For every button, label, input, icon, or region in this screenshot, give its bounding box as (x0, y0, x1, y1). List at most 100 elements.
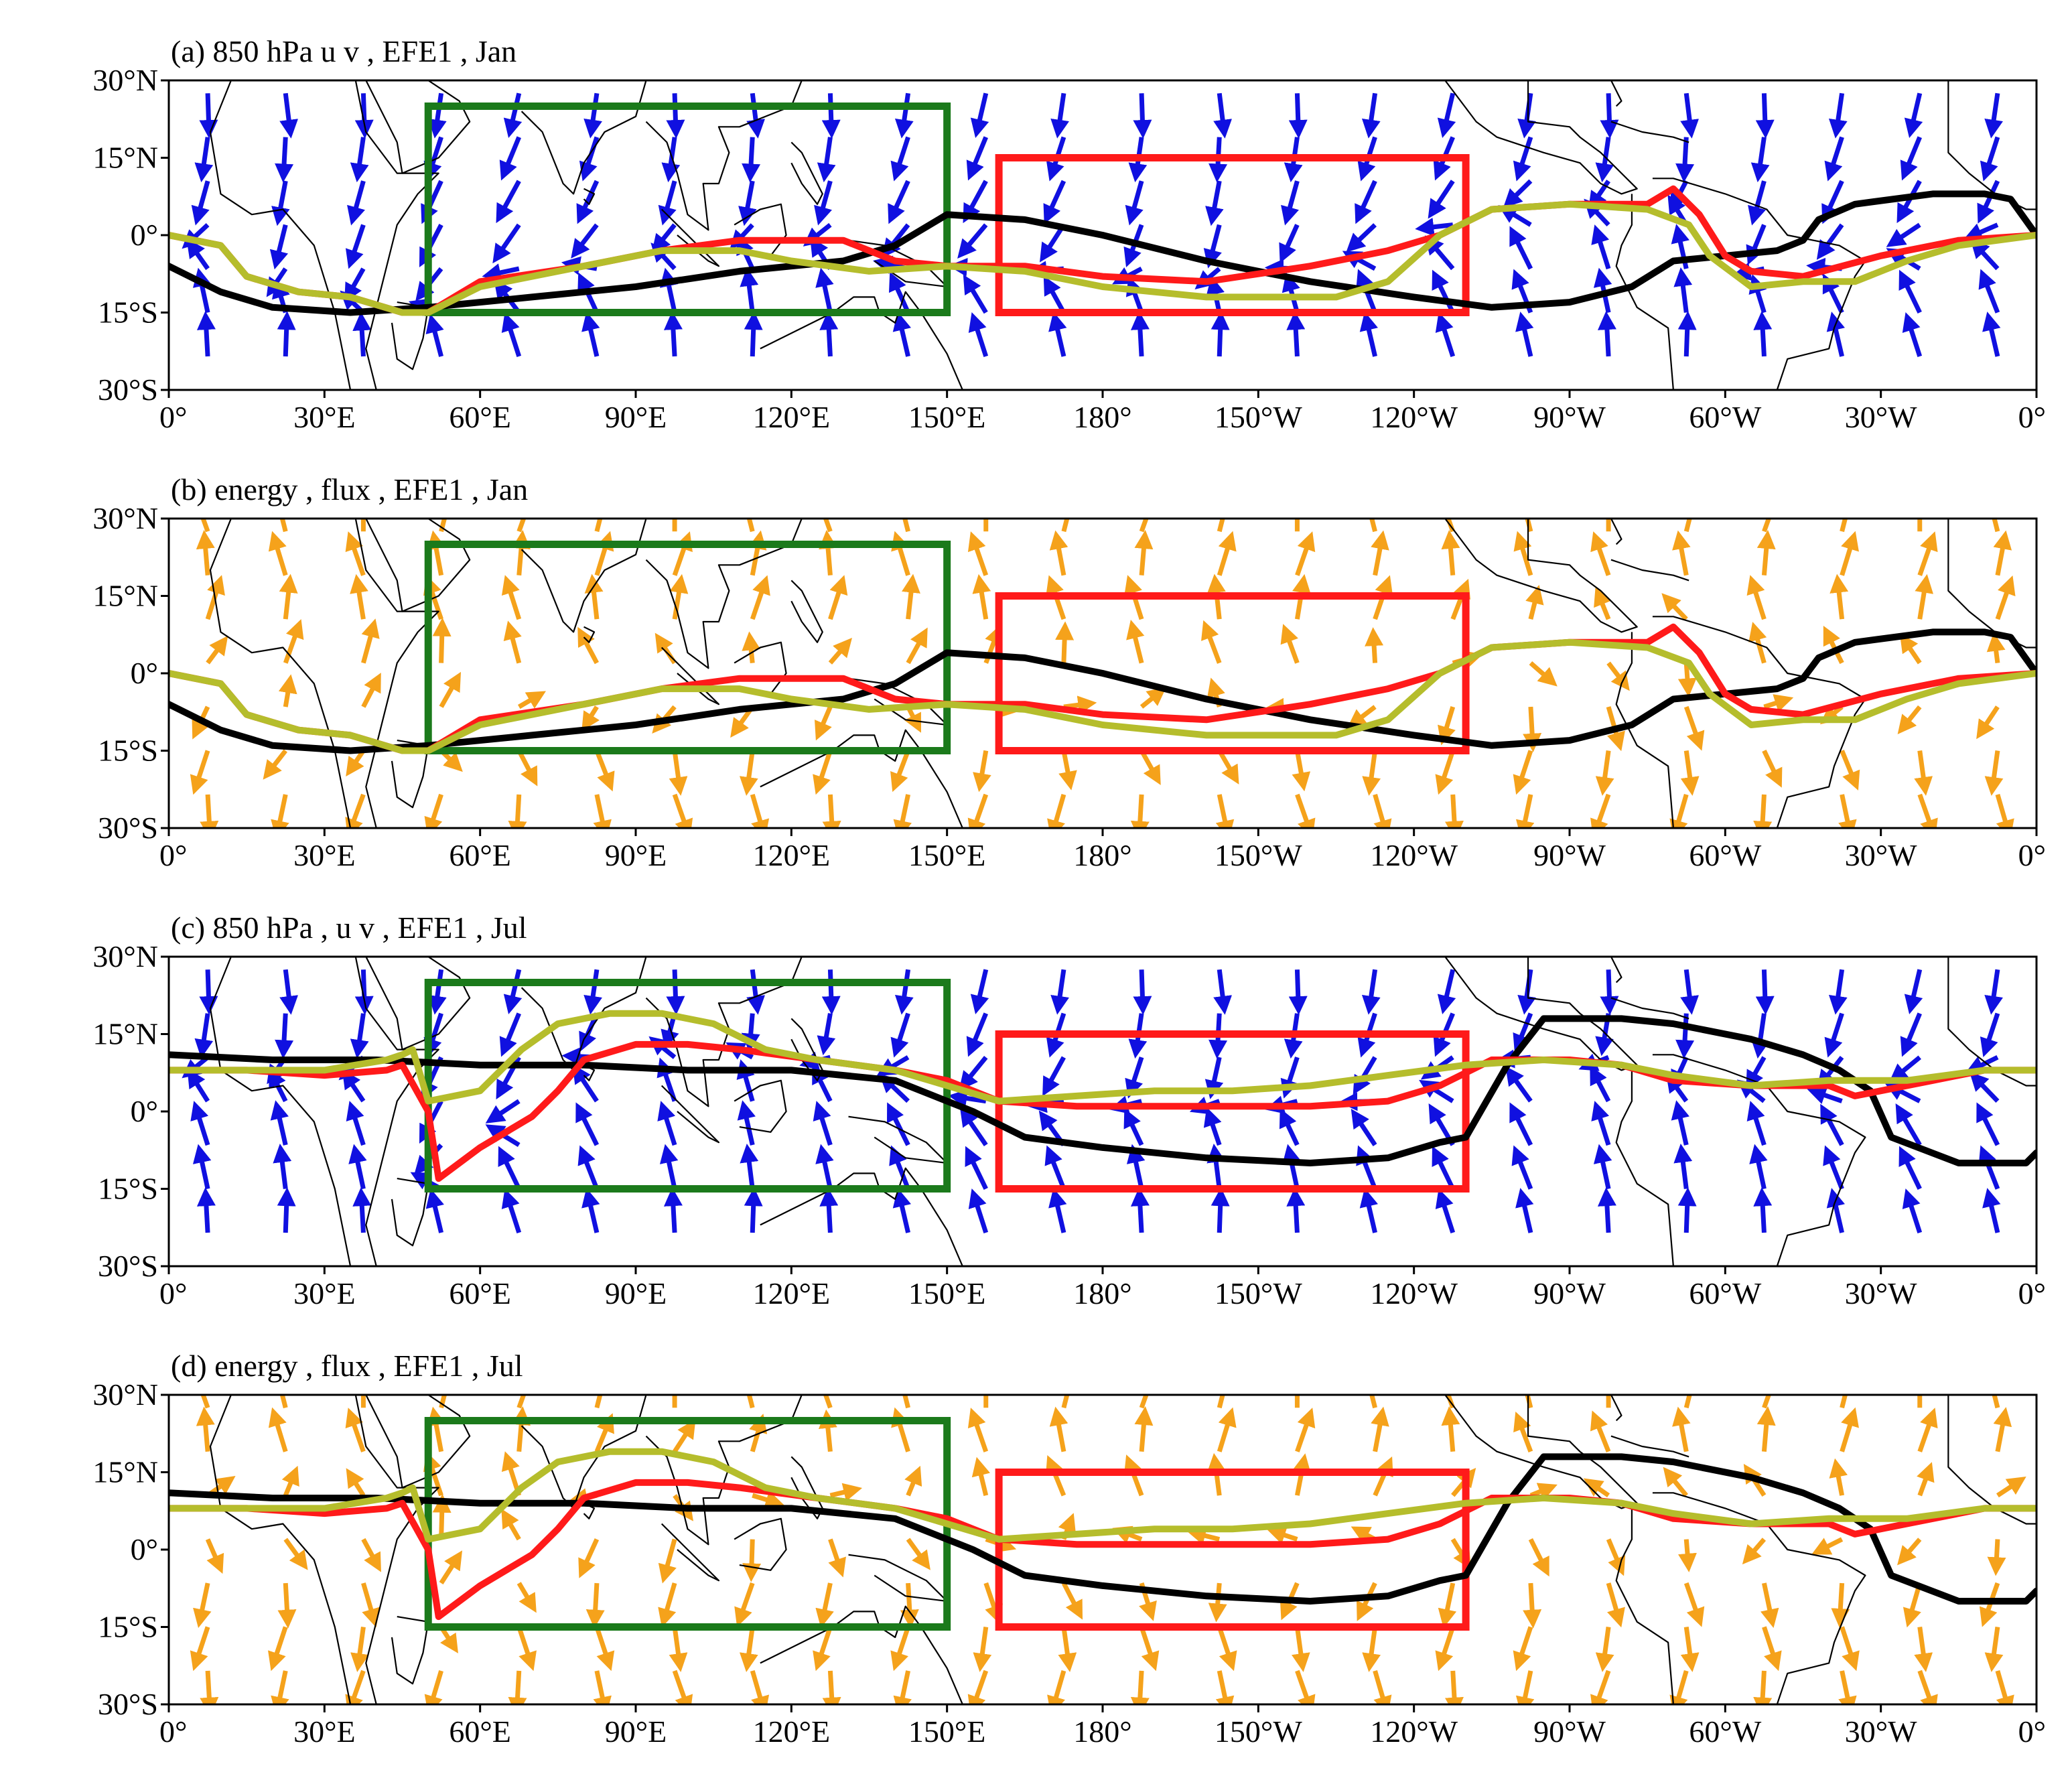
vector-arrow (345, 1408, 366, 1452)
y-tick-label: 15°S (98, 1610, 158, 1644)
vector-arrow (1753, 311, 1773, 357)
vector-arrow (1995, 1670, 2014, 1704)
vector-arrow (1055, 621, 1075, 663)
vector-arrow (1204, 1057, 1224, 1099)
vector-arrow (1600, 969, 1619, 1016)
vector-arrow (1061, 1582, 1083, 1620)
vector-arrow (1123, 1108, 1144, 1146)
vector-arrow (822, 794, 841, 828)
vector-arrow (1675, 137, 1695, 183)
vector-arrow (1593, 1144, 1612, 1190)
vector-arrow (345, 224, 366, 269)
vector-arrow (1680, 1627, 1700, 1672)
vector-arrow (815, 1582, 834, 1629)
vector-arrow (572, 1064, 599, 1103)
vector-arrow (734, 1582, 755, 1627)
vector-arrow (1213, 92, 1233, 139)
vector-arrow (1606, 661, 1630, 691)
vector-arrow (1369, 1395, 1377, 1409)
vector-arrow (1203, 224, 1222, 269)
vector-arrow (1280, 624, 1300, 664)
vector-arrow (1133, 93, 1152, 139)
vector-arrow (972, 573, 991, 620)
vector-arrow (361, 1538, 381, 1572)
vector-arrow (503, 969, 523, 1014)
vector-arrow (1049, 530, 1068, 576)
vector-arrow (361, 673, 381, 708)
x-tick-label: 0° (159, 400, 187, 434)
x-tick-label: 120°E (753, 1714, 831, 1749)
vector-arrow (890, 136, 910, 182)
vector-arrow (206, 635, 228, 665)
vector-arrow (651, 223, 677, 254)
x-tick-label: 30°W (1845, 838, 1917, 872)
x-tick-label: 0° (159, 1276, 187, 1310)
y-tick-label: 30°N (92, 939, 158, 973)
vector-arrow (1203, 1107, 1222, 1146)
vector-arrow (742, 1539, 762, 1582)
vector-arrow (1049, 1406, 1068, 1452)
vector-field (182, 969, 2004, 1234)
vector-arrow (813, 750, 833, 795)
vector-arrow (967, 1670, 989, 1704)
vector-arrow (1917, 531, 1938, 576)
vector-arrow (1606, 1538, 1626, 1576)
black-line (169, 190, 2036, 316)
vector-arrow (585, 1582, 605, 1629)
west-africa-coastline (1947, 957, 2036, 1087)
vector-arrow (1061, 519, 1070, 533)
vector-arrow (1838, 794, 1857, 828)
vector-arrow (1525, 519, 1533, 533)
vector-arrow (1063, 695, 1097, 715)
vector-arrow (815, 705, 833, 741)
vector-arrow (345, 531, 366, 576)
x-tick-label: 60°E (449, 1714, 511, 1749)
y-tick-label: 15°S (98, 734, 158, 768)
vector-arrow (1900, 136, 1922, 181)
vector-arrow (1904, 969, 1923, 1014)
vector-arrow (1914, 1627, 1933, 1672)
arabia-coastline (365, 519, 471, 612)
vector-arrow (1130, 1187, 1150, 1233)
vector-arrow (1755, 969, 1775, 1016)
arabia-coastline (365, 80, 471, 174)
vector-arrow (190, 750, 210, 795)
vector-arrow (948, 1089, 987, 1108)
vector-arrow (352, 312, 372, 357)
vector-arrow (345, 1670, 366, 1704)
x-tick-label: 120°W (1370, 400, 1458, 434)
vector-arrow (350, 1013, 369, 1059)
vector-arrow (658, 1538, 677, 1584)
green-region-box (424, 1417, 951, 1631)
x-tick-label: 150°E (908, 838, 986, 872)
vector-arrow (352, 1187, 372, 1233)
vector-arrow (277, 311, 296, 357)
vector-arrow (817, 137, 836, 183)
x-tick-label: 60°E (449, 400, 511, 434)
vector-arrow (581, 705, 600, 732)
vector-arrow (1992, 519, 2000, 533)
vector-arrow (283, 619, 304, 664)
vector-arrow (594, 1413, 614, 1453)
vector-arrow (1597, 311, 1616, 357)
vector-arrow (1126, 620, 1145, 664)
vector-arrow (1279, 1108, 1300, 1146)
vector-arrow (902, 573, 920, 620)
vector-arrow (1503, 179, 1533, 208)
x-tick-label: 120°E (753, 838, 831, 872)
vector-arrow (1600, 93, 1619, 139)
vector-arrow (1139, 687, 1167, 709)
green-region-box (424, 541, 951, 754)
vector-arrow (1061, 1395, 1070, 1409)
y-tick-label: 0° (131, 656, 158, 690)
vector-arrow (508, 1670, 527, 1704)
vector-arrow (1525, 1395, 1533, 1409)
vector-arrow (579, 136, 600, 182)
vector-arrow (1828, 969, 1848, 1015)
vector-arrow (890, 1626, 910, 1672)
vector-arrow (427, 969, 447, 1015)
vector-arrow (666, 969, 685, 1016)
vector-arrow (577, 1145, 600, 1190)
x-tick-label: 150°W (1215, 1714, 1302, 1749)
vector-arrow (828, 638, 852, 665)
